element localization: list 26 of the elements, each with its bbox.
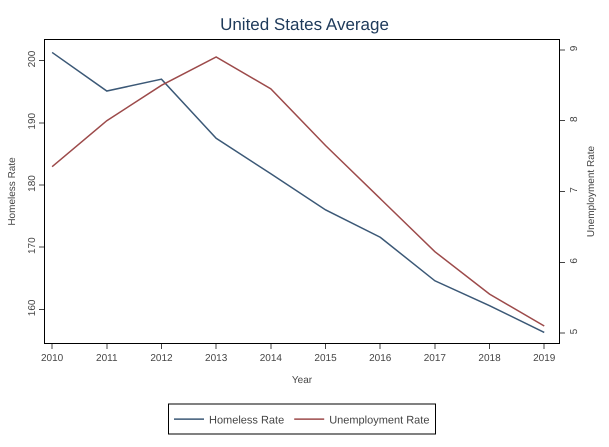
x-tick-label: 2019 xyxy=(533,353,556,364)
y2-axis-title: Unemployment Rate xyxy=(586,145,597,238)
x-tick-label: 2017 xyxy=(424,353,446,364)
y-tick-label: 170 xyxy=(27,236,38,254)
y2-tick-label: 5 xyxy=(569,328,580,334)
x-tick-label: 2015 xyxy=(314,353,338,364)
y2-tick-label: 8 xyxy=(569,116,580,122)
legend-label: Homeless Rate xyxy=(209,414,284,426)
y2-tick-label: 9 xyxy=(569,45,580,52)
chart-title: United States Average xyxy=(220,14,389,34)
x-tick-label: 2010 xyxy=(40,353,64,364)
legend-label: Unemployment Rate xyxy=(329,414,430,426)
x-tick-label: 2014 xyxy=(260,353,282,364)
y-tick-label: 200 xyxy=(27,50,38,68)
x-tick-label: 2011 xyxy=(96,353,118,364)
x-tick-label: 2016 xyxy=(369,353,392,364)
y-axis-title: Homeless Rate xyxy=(7,156,18,226)
y-tick-label: 190 xyxy=(27,112,38,130)
y-tick-label: 180 xyxy=(27,174,38,192)
y-tick-label: 160 xyxy=(27,299,38,316)
y2-tick-label: 7 xyxy=(569,186,580,193)
x-tick-label: 2018 xyxy=(478,353,502,364)
x-tick-label: 2013 xyxy=(205,353,228,364)
x-axis-title: Year xyxy=(292,375,313,386)
y2-tick-label: 6 xyxy=(569,258,580,264)
x-tick-label: 2012 xyxy=(150,353,174,364)
